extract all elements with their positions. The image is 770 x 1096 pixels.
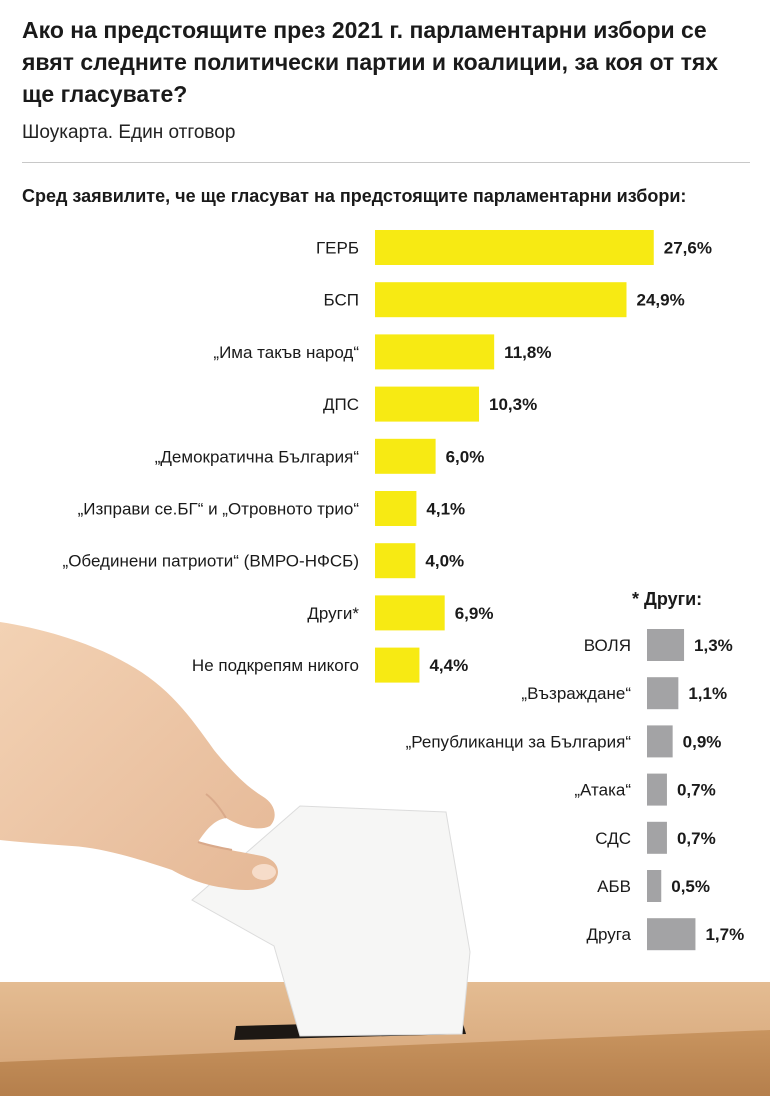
category-label: ВОЛЯ	[584, 636, 631, 655]
hand	[0, 622, 278, 890]
bar	[647, 918, 696, 951]
bar	[375, 282, 627, 318]
bar	[647, 725, 673, 758]
value-label: 4,4%	[429, 656, 468, 675]
value-label: 10,3%	[489, 395, 537, 414]
bar	[375, 438, 436, 474]
category-label: ГЕРБ	[316, 239, 359, 258]
category-label: „Демократична България“	[155, 447, 360, 466]
bar	[647, 870, 662, 902]
category-label: ДПС	[323, 395, 359, 414]
divider	[22, 162, 750, 163]
question-note: Шоукарта. Един отговор	[22, 122, 236, 143]
value-label: 0,7%	[677, 781, 716, 800]
value-label: 6,9%	[455, 604, 494, 623]
category-label: БСП	[324, 291, 359, 310]
value-label: 1,1%	[688, 684, 727, 703]
category-label: „Възраждане“	[521, 684, 631, 703]
value-label: 1,7%	[705, 925, 744, 944]
bar	[375, 386, 480, 422]
bar	[647, 821, 667, 854]
bar	[375, 543, 416, 579]
others-chart-title: * Други:	[632, 589, 703, 609]
main-bar-chart: ГЕРБ 27,6% БСП 24,9% „Има такъв народ“ 11,8% Д…	[63, 230, 712, 683]
category-label: Други*	[307, 604, 359, 623]
category-label: Не подкрепям никого	[192, 656, 359, 675]
category-label: „Атака“	[574, 781, 631, 800]
value-label: 6,0%	[446, 447, 485, 466]
page-title: Ако на предстоящите през 2021 г. парламе…	[22, 17, 719, 107]
value-label: 4,1%	[426, 500, 465, 519]
category-label: АБВ	[597, 877, 631, 896]
value-label: 4,0%	[425, 552, 464, 571]
category-label: Друга	[586, 925, 631, 944]
bar	[647, 629, 685, 661]
bar	[375, 647, 420, 683]
value-label: 1,3%	[694, 636, 733, 655]
category-label: „Има такъв народ“	[213, 343, 359, 362]
category-label: „Обединени патриоти“ (ВМРО-НФСБ)	[63, 552, 359, 571]
bar	[647, 773, 667, 806]
value-label: 0,5%	[671, 877, 710, 896]
value-label: 11,8%	[504, 343, 551, 362]
others-bar-chart: ВОЛЯ 1,3% „Възраждане“ 1,1% „Републиканци за…	[406, 629, 744, 951]
value-label: 27,6%	[664, 239, 712, 258]
chart-subheading: Сред заявилите, че ще гласуват на предст…	[22, 186, 687, 206]
bar	[647, 677, 679, 710]
category-label: СДС	[595, 829, 631, 848]
bar	[375, 491, 417, 526]
category-label: „Републиканци за България“	[406, 732, 632, 751]
bar	[375, 595, 445, 631]
value-label: 0,9%	[683, 732, 722, 751]
value-label: 24,9%	[636, 291, 684, 310]
category-label: „Изправи се.БГ“ и „Отровното трио“	[78, 500, 360, 519]
bar	[375, 230, 654, 265]
value-label: 0,7%	[677, 829, 716, 848]
bar	[375, 334, 495, 370]
